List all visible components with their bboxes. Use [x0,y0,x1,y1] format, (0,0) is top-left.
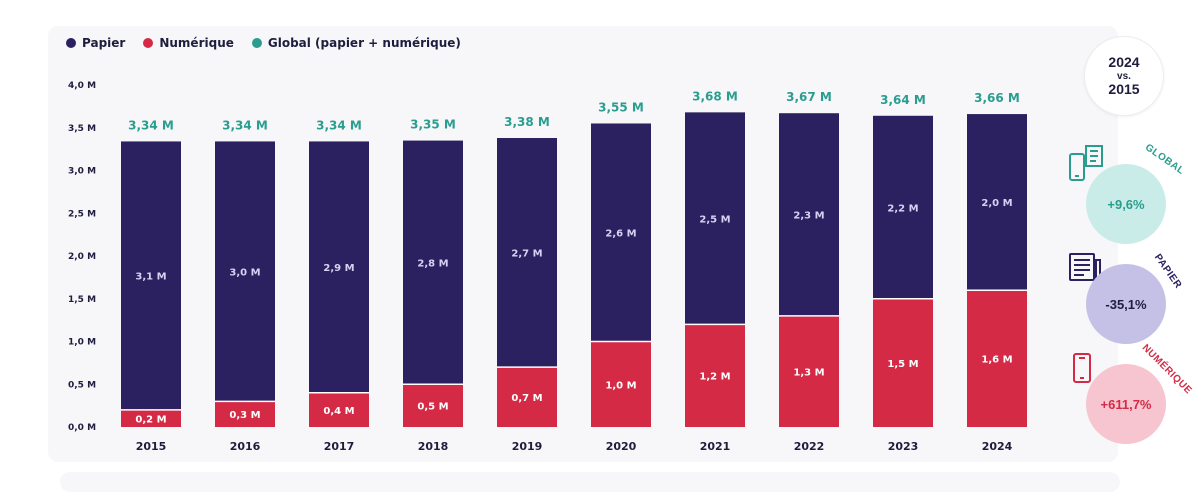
papier-value-label: 2,6 M [605,228,636,239]
bar-numerique [215,401,275,427]
x-tick-label: 2023 [888,440,919,453]
papier-value-label: 3,0 M [229,267,260,278]
bar-numerique [591,341,651,427]
stat-numerique-circle: +611,7% [1086,364,1166,444]
comparison-vs: vs. [1117,70,1131,82]
x-tick-label: 2022 [794,440,825,453]
numerique-value-label: 1,0 M [605,380,636,391]
bar-numerique [779,315,839,427]
numerique-value-label: 0,7 M [511,393,542,404]
papier-value-label: 2,9 M [323,263,354,274]
global-total-label: 3,68 M [692,89,738,103]
bar-numerique [873,298,933,427]
bar-papier [873,115,933,299]
numerique-value-label: 1,2 M [699,372,730,383]
legend-label-papier: Papier [82,36,126,50]
comparison-badge: 2024 vs. 2015 [1084,36,1164,116]
y-tick-label: 4,0 M [68,81,96,91]
global-total-label: 3,55 M [598,100,644,114]
numerique-value-label: 0,2 M [135,414,166,425]
bar-papier [215,141,275,402]
global-total-label: 3,38 M [504,115,550,129]
bar-numerique [121,409,181,427]
chart-legend: Papier Numérique Global (papier + numéri… [66,36,461,50]
y-tick-label: 2,0 M [68,252,96,262]
x-tick-label: 2020 [606,440,637,453]
bar-papier [121,141,181,410]
stat-numerique: +611,7% NUMÉRIQUE [1072,340,1200,450]
x-tick-label: 2018 [418,440,449,453]
global-total-label: 3,34 M [222,118,268,132]
stat-papier-circle: -35,1% [1086,264,1166,344]
global-total-label: 3,34 M [316,118,362,132]
bar-papier [309,141,369,393]
x-tick-label: 2024 [982,440,1013,453]
bar-papier [497,138,557,368]
numerique-value-label: 0,5 M [417,402,448,413]
stacked-bar-chart: 0,0 M 0,5 M 1,0 M 1,5 M 2,0 M 2,5 M 3,0 M 3,5 M… [68,81,1027,453]
y-tick-label: 3,5 M [68,124,96,134]
numerique-value-label: 1,3 M [793,367,824,378]
x-tick-label: 2019 [512,440,543,453]
numerique-value-label: 0,3 M [229,410,260,421]
legend-item-papier: Papier [66,36,125,50]
bar-papier [591,123,651,342]
legend-item-global: Global (papier + numérique) [251,36,461,50]
stat-global-value: +9,6% [1107,196,1145,212]
global-total-label: 3,34 M [128,118,174,132]
numerique-value-label: 1,6 M [981,355,1012,366]
papier-value-label: 2,2 M [887,203,918,214]
stat-global-circle: +9,6% [1086,164,1166,244]
stat-papier-value: -35,1% [1105,296,1147,312]
comparison-base-year: 2015 [1108,80,1140,97]
phone-and-newspaper-icon [1069,145,1103,181]
global-total-label: 3,35 M [410,118,456,132]
bar-papier [779,113,839,316]
x-tick-label: 2015 [136,440,167,453]
smartphone-icon [1073,353,1091,383]
papier-value-label: 2,5 M [699,214,730,225]
y-tick-label: 1,0 M [68,338,96,348]
x-tick-label: 2017 [324,440,355,453]
bar-numerique [403,384,463,427]
x-tick-label: 2021 [700,440,731,453]
global-total-label: 3,64 M [880,93,926,107]
papier-value-label: 2,3 M [793,211,824,222]
y-tick-label: 2,5 M [68,209,96,219]
y-tick-label: 1,5 M [68,295,96,305]
bar-numerique [497,367,557,427]
bar-numerique [967,290,1027,427]
stat-global: +9,6% GLOBAL [1069,140,1200,250]
bar-numerique [309,392,369,427]
y-tick-label: 0,0 M [68,423,96,433]
legend-item-numerique: Numérique [143,36,234,50]
global-total-label: 3,66 M [974,91,1020,105]
stat-papier: -35,1% PAPIER [1069,240,1200,350]
legend-dot-papier [66,38,76,48]
y-tick-label: 0,5 M [68,380,96,390]
bar-papier [685,112,745,325]
comparison-year: 2024 [1108,54,1140,71]
stat-numerique-value: +611,7% [1100,396,1152,412]
legend-label-numerique: Numérique [159,36,234,50]
bar-papier [967,114,1027,291]
global-total-label: 3,67 M [786,90,832,104]
legend-label-global: Global (papier + numérique) [267,36,461,50]
papier-value-label: 2,8 M [417,258,448,269]
papier-value-label: 3,1 M [135,272,166,283]
bar-numerique [685,324,745,427]
bar-papier [403,140,463,385]
numerique-value-label: 1,5 M [887,359,918,370]
numerique-value-label: 0,4 M [323,406,354,417]
papier-value-label: 2,7 M [511,249,542,260]
legend-dot-numerique [143,38,154,48]
papier-value-label: 2,0 M [981,198,1012,209]
x-tick-label: 2016 [230,440,261,453]
legend-dot-global [251,38,262,48]
y-tick-label: 3,0 M [68,167,96,177]
